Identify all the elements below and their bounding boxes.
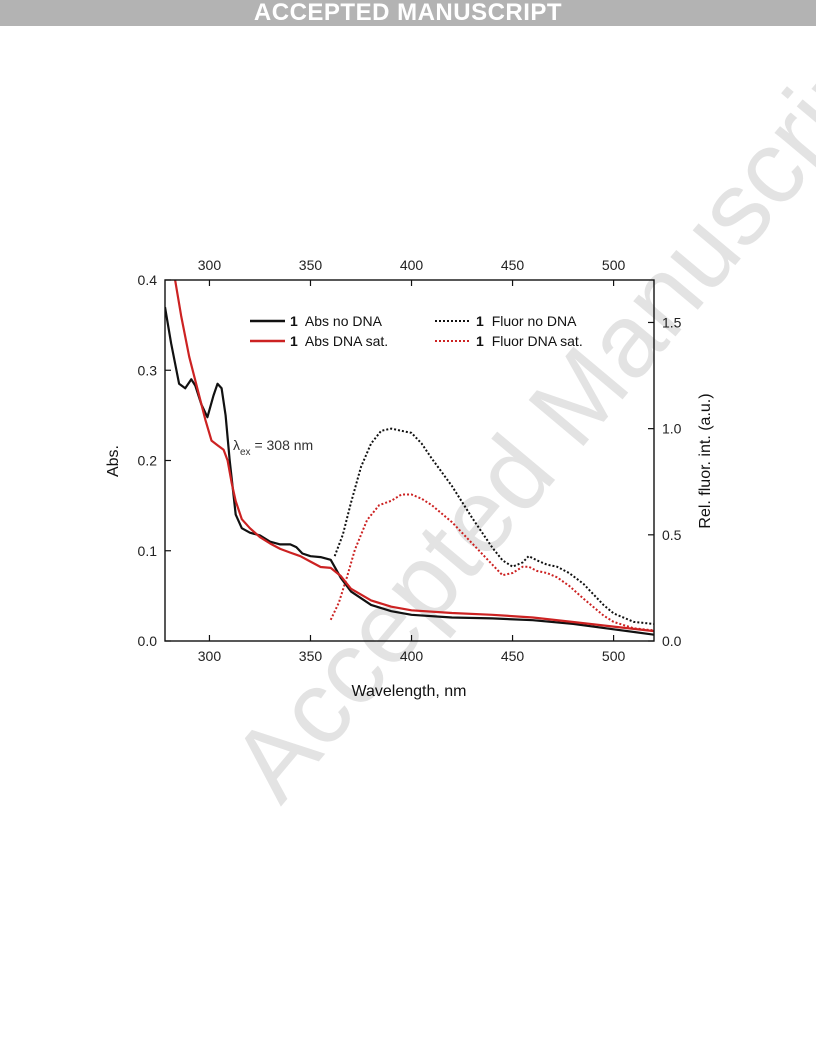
series-line-abs-dna-sat bbox=[174, 280, 654, 633]
y-axis-left-title: Abs. bbox=[105, 445, 122, 477]
y-tick-label-left: 0.4 bbox=[138, 272, 158, 288]
y-tick-label-left: 0.1 bbox=[138, 543, 158, 559]
legend-label-abs-no-dna: 1 Abs no DNA bbox=[290, 313, 383, 329]
series-line-abs-no-dna bbox=[165, 306, 654, 636]
legend-label-fluor-dna-sat: 1 Fluor DNA sat. bbox=[476, 333, 583, 349]
y-tick-label-left: 0.3 bbox=[138, 362, 158, 378]
y-tick-label-right: 1.0 bbox=[662, 421, 682, 437]
y-tick-label-left: 0.2 bbox=[138, 453, 158, 469]
accepted-manuscript-banner: ACCEPTED MANUSCRIPT bbox=[0, 0, 816, 26]
legend-num-fluor-dna-sat: 1 bbox=[476, 333, 484, 349]
legend-name-fluor-no-dna: Fluor no DNA bbox=[492, 313, 577, 329]
y-axis-right-title: Rel. fluor. int. (a.u.) bbox=[697, 393, 714, 528]
x-tick-label-top: 450 bbox=[501, 257, 525, 273]
annotation-lambda: λ bbox=[233, 437, 240, 453]
x-tick-label-top: 500 bbox=[602, 257, 626, 273]
y-tick-label-left: 0.0 bbox=[138, 633, 158, 649]
series-layer bbox=[165, 280, 654, 636]
y-tick-label-right: 0.0 bbox=[662, 633, 682, 649]
banner-text: ACCEPTED MANUSCRIPT bbox=[253, 0, 563, 26]
x-tick-label-top: 350 bbox=[299, 257, 323, 273]
x-tick-label-bottom: 300 bbox=[198, 648, 222, 664]
legend-label-abs-dna-sat: 1 Abs DNA sat. bbox=[290, 333, 388, 349]
x-tick-label-bottom: 400 bbox=[400, 648, 424, 664]
legend-name-abs-no-dna: Abs no DNA bbox=[305, 313, 383, 329]
series-line-fluor-no-dna bbox=[333, 427, 654, 625]
x-axis-title: Wavelength, nm bbox=[351, 683, 466, 700]
excitation-annotation: λex = 308 nm bbox=[233, 437, 313, 458]
x-tick-label-top: 400 bbox=[400, 257, 424, 273]
annotation-subscript: ex bbox=[240, 447, 251, 458]
x-tick-label-bottom: 350 bbox=[299, 648, 323, 664]
legend-num-abs-dna-sat: 1 bbox=[290, 333, 298, 349]
legend-num-abs-no-dna: 1 bbox=[290, 313, 298, 329]
annotation-text: = 308 nm bbox=[251, 437, 314, 453]
legend-name-abs-dna-sat: Abs DNA sat. bbox=[305, 333, 388, 349]
ticks-layer: 300 300 350 350 400 400 450 450 500 500 0.0 0.1 0.2 0… bbox=[138, 257, 682, 664]
legend: 1 Abs no DNA 1 Abs DNA sat. 1 Fluor no D… bbox=[250, 313, 583, 349]
y-tick-label-right: 0.5 bbox=[662, 527, 682, 543]
legend-name-fluor-dna-sat: Fluor DNA sat. bbox=[492, 333, 583, 349]
legend-label-fluor-no-dna: 1 Fluor no DNA bbox=[476, 313, 577, 329]
series-line-fluor-dna-sat bbox=[329, 493, 654, 632]
x-tick-label-bottom: 500 bbox=[602, 648, 626, 664]
y-tick-label-right: 1.5 bbox=[662, 314, 682, 330]
x-tick-label-top: 300 bbox=[198, 257, 222, 273]
legend-num-fluor-no-dna: 1 bbox=[476, 313, 484, 329]
x-tick-label-bottom: 450 bbox=[501, 648, 525, 664]
